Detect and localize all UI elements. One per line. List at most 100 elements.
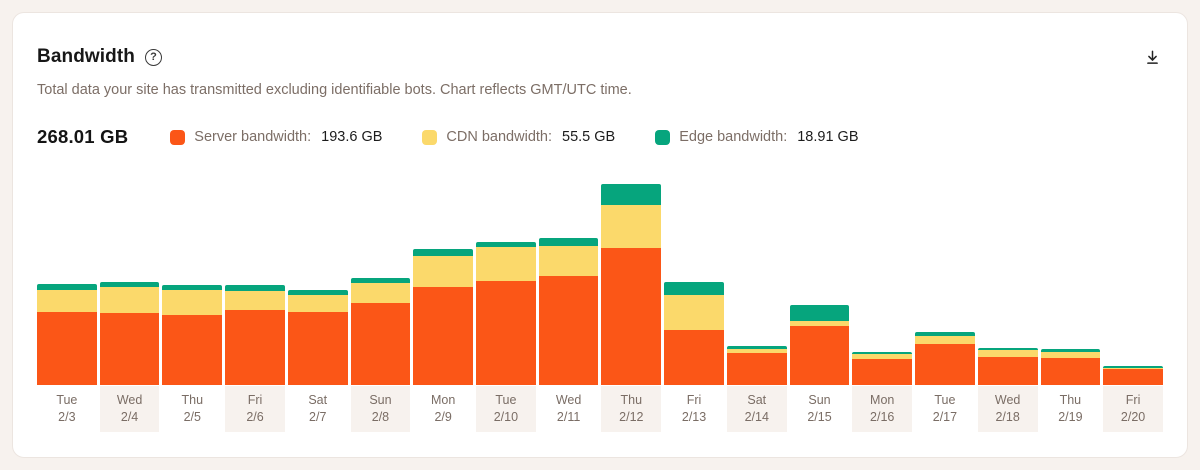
edge-bandwidth-swatch-icon <box>655 129 671 145</box>
page-title: Bandwidth <box>37 46 135 67</box>
chart-column: Mon 2/16 <box>852 179 913 432</box>
chart-column: Fri 2/13 <box>664 179 724 432</box>
x-axis-day: Wed <box>116 393 143 407</box>
bar-segment-server <box>538 275 599 385</box>
x-axis-day: Sun <box>808 393 831 407</box>
x-axis-date: 2/9 <box>434 410 452 424</box>
cdn-bandwidth-swatch-icon <box>422 129 438 145</box>
legend-value: 18.91 GB <box>797 129 859 145</box>
bar-segment-cdn <box>225 290 285 310</box>
bar-segment-cdn <box>350 282 411 304</box>
x-axis-date: 2/14 <box>744 410 769 424</box>
bar-segment-server <box>977 356 1038 385</box>
bar-segment-cdn <box>37 290 97 313</box>
x-axis-label: Thu 2/19 <box>1041 386 1101 432</box>
bar-stack[interactable] <box>413 249 474 385</box>
x-axis-day: Sun <box>369 393 392 407</box>
bar-segment-edge <box>601 184 662 205</box>
x-axis-label: Sat 2/14 <box>726 386 787 432</box>
bar-segment-cdn <box>287 295 348 313</box>
x-axis-date: 2/8 <box>371 410 390 424</box>
bar-stack[interactable] <box>162 285 223 385</box>
bar-stack[interactable] <box>852 351 913 385</box>
x-axis-day: Sat <box>308 393 328 407</box>
bar-stack[interactable] <box>1040 349 1101 385</box>
bar-segment-edge <box>99 282 160 288</box>
legend-label: Edge bandwidth: <box>679 129 788 145</box>
bar-segment-edge <box>1040 349 1101 352</box>
x-axis-day: Thu <box>620 393 643 407</box>
x-axis-label: Fri 2/6 <box>225 386 285 432</box>
bar-segment-server <box>601 248 662 385</box>
bar-segment-server <box>852 358 913 385</box>
x-axis-label: Sat 2/7 <box>288 386 348 432</box>
bar-segment-server <box>162 315 223 385</box>
x-axis-label: Thu 2/5 <box>162 386 222 432</box>
x-axis-date: 2/6 <box>246 410 264 424</box>
x-axis-label: Thu 2/12 <box>601 386 662 432</box>
bar-segment-server <box>915 344 975 385</box>
bar-stack[interactable] <box>789 305 850 385</box>
chart-column: Sun 2/15 <box>789 179 850 432</box>
x-axis-day: Fri <box>247 393 263 407</box>
chart-column: Tue 2/10 <box>476 179 536 432</box>
bar-stack[interactable] <box>664 281 724 385</box>
x-axis-label: Tue 2/3 <box>37 386 97 432</box>
x-axis-date: 2/17 <box>932 410 958 424</box>
bar-segment-edge <box>726 345 787 350</box>
bar-segment-edge <box>789 305 850 322</box>
chart-column: Fri 2/20 <box>1103 179 1163 432</box>
x-axis-date: 2/20 <box>1120 410 1146 424</box>
bar-stack[interactable] <box>476 241 536 385</box>
download-button[interactable] <box>1142 47 1163 68</box>
bar-segment-cdn <box>726 349 787 354</box>
x-axis-label: Fri 2/20 <box>1103 386 1163 432</box>
bar-stack[interactable] <box>726 345 787 385</box>
bar-stack[interactable] <box>37 284 97 385</box>
bar-segment-server <box>37 312 97 385</box>
bar-stack[interactable] <box>350 278 411 385</box>
bandwidth-chart: Tue 2/3 Wed 2/4 Thu 2/5 Fri 2/6 Sat 2/7 Sun 2/8 Mon 2… <box>37 179 1163 432</box>
total-bandwidth-value: 268.01 GB <box>37 126 129 147</box>
bar-segment-edge <box>1103 366 1163 368</box>
bar-segment-cdn <box>413 255 474 287</box>
x-axis-day: Sat <box>747 393 767 407</box>
bar-segment-server <box>664 330 724 385</box>
bar-segment-edge <box>413 249 474 256</box>
x-axis-date: 2/11 <box>556 410 581 424</box>
bar-stack[interactable] <box>538 238 599 385</box>
bar-segment-edge <box>915 332 975 337</box>
bar-segment-server <box>225 309 285 385</box>
bar-stack[interactable] <box>225 284 285 385</box>
x-axis-label: Tue 2/10 <box>476 386 536 432</box>
legend-value: 55.5 GB <box>562 129 616 145</box>
bar-stack[interactable] <box>601 184 662 385</box>
bar-segment-edge <box>350 278 411 283</box>
chart-column: Thu 2/12 <box>601 179 662 432</box>
x-axis-day: Wed <box>994 393 1021 407</box>
bar-stack[interactable] <box>99 282 160 385</box>
legend-value: 193.6 GB <box>321 129 383 145</box>
legend-item-edge: Edge bandwidth: 18.91 GB <box>655 129 859 145</box>
legend-item-cdn: CDN bandwidth: 55.5 GB <box>422 129 615 145</box>
bar-stack[interactable] <box>287 290 348 385</box>
bar-stack[interactable] <box>915 332 975 385</box>
x-axis-date: 2/19 <box>1058 410 1083 424</box>
x-axis-day: Mon <box>431 393 456 407</box>
x-axis-date: 2/10 <box>493 410 519 424</box>
bar-segment-cdn <box>601 204 662 249</box>
x-axis-day: Tue <box>934 393 956 407</box>
x-axis-date: 2/16 <box>870 410 895 424</box>
x-axis-label: Tue 2/17 <box>915 386 975 432</box>
question-mark-circle-icon[interactable]: ? <box>145 48 162 66</box>
legend-label: Server bandwidth: <box>194 129 312 145</box>
bar-segment-server <box>1103 369 1163 385</box>
bar-stack[interactable] <box>1103 366 1163 385</box>
chart-column: Wed 2/4 <box>99 179 160 432</box>
x-axis-day: Tue <box>56 393 78 407</box>
bar-segment-server <box>287 312 348 385</box>
bar-segment-cdn <box>476 247 536 281</box>
x-axis-label: Mon 2/9 <box>413 386 473 432</box>
bandwidth-card: Bandwidth ? Total data your site has tra… <box>12 12 1188 458</box>
bar-stack[interactable] <box>977 347 1038 385</box>
